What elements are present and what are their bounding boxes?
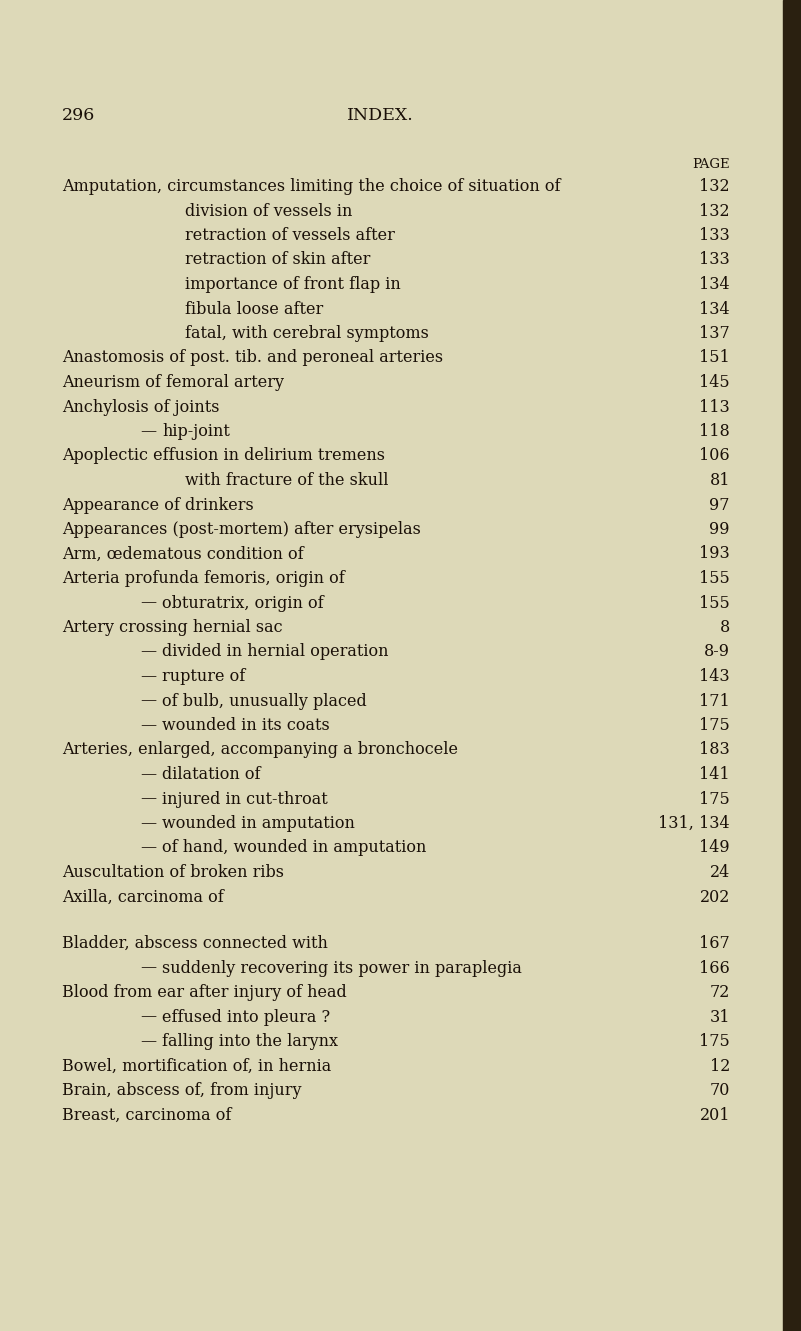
Text: Anchylosis of joints: Anchylosis of joints <box>62 398 219 415</box>
Text: Breast, carcinoma of: Breast, carcinoma of <box>62 1106 231 1123</box>
Text: Artery crossing hernial sac: Artery crossing hernial sac <box>62 619 283 636</box>
Text: 81: 81 <box>710 473 730 488</box>
Text: 134: 134 <box>699 301 730 318</box>
Text: 70: 70 <box>710 1082 730 1099</box>
Text: 132: 132 <box>699 202 730 220</box>
Text: 193: 193 <box>699 546 730 563</box>
Text: Bladder, abscess connected with: Bladder, abscess connected with <box>62 936 328 952</box>
Text: falling into the larynx: falling into the larynx <box>162 1033 338 1050</box>
Text: 155: 155 <box>699 570 730 587</box>
Text: 143: 143 <box>699 668 730 685</box>
Text: 8: 8 <box>720 619 730 636</box>
Text: Aneurism of femoral artery: Aneurism of femoral artery <box>62 374 284 391</box>
Text: Apoplectic effusion in delirium tremens: Apoplectic effusion in delirium tremens <box>62 447 385 465</box>
Text: 175: 175 <box>699 717 730 733</box>
Text: INDEX.: INDEX. <box>347 106 414 124</box>
Text: fatal, with cerebral symptoms: fatal, with cerebral symptoms <box>185 325 429 342</box>
Text: division of vessels in: division of vessels in <box>185 202 352 220</box>
Text: of hand, wounded in amputation: of hand, wounded in amputation <box>162 840 426 857</box>
Text: —: — <box>140 791 156 808</box>
Text: importance of front flap in: importance of front flap in <box>185 276 400 293</box>
Text: wounded in amputation: wounded in amputation <box>162 815 355 832</box>
Text: suddenly recovering its power in paraplegia: suddenly recovering its power in paraple… <box>162 960 522 977</box>
Text: Appearances (post-mortem) after erysipelas: Appearances (post-mortem) after erysipel… <box>62 520 421 538</box>
Text: injured in cut-throat: injured in cut-throat <box>162 791 328 808</box>
Text: Auscultation of broken ribs: Auscultation of broken ribs <box>62 864 284 881</box>
Text: 296: 296 <box>62 106 95 124</box>
Text: —: — <box>140 692 156 709</box>
Text: PAGE: PAGE <box>692 158 730 170</box>
Text: 175: 175 <box>699 1033 730 1050</box>
Text: 149: 149 <box>699 840 730 857</box>
Text: 133: 133 <box>699 228 730 244</box>
Text: —: — <box>140 960 156 977</box>
Text: 118: 118 <box>699 423 730 441</box>
Text: —: — <box>140 1033 156 1050</box>
Text: 145: 145 <box>699 374 730 391</box>
Text: Anastomosis of post. tib. and peroneal arteries: Anastomosis of post. tib. and peroneal a… <box>62 350 443 366</box>
Text: —: — <box>140 815 156 832</box>
Text: 166: 166 <box>699 960 730 977</box>
Text: 99: 99 <box>710 520 730 538</box>
Text: Brain, abscess of, from injury: Brain, abscess of, from injury <box>62 1082 301 1099</box>
Text: —: — <box>140 595 156 611</box>
Text: divided in hernial operation: divided in hernial operation <box>162 643 388 660</box>
Text: Axilla, carcinoma of: Axilla, carcinoma of <box>62 889 223 905</box>
Text: 175: 175 <box>699 791 730 808</box>
Text: effused into pleura ?: effused into pleura ? <box>162 1009 330 1026</box>
Text: retraction of vessels after: retraction of vessels after <box>185 228 395 244</box>
Text: 183: 183 <box>699 741 730 759</box>
Text: of bulb, unusually placed: of bulb, unusually placed <box>162 692 367 709</box>
Text: 201: 201 <box>699 1106 730 1123</box>
Text: —: — <box>140 423 156 441</box>
Text: hip-joint: hip-joint <box>162 423 230 441</box>
Text: wounded in its coats: wounded in its coats <box>162 717 330 733</box>
Text: 97: 97 <box>710 496 730 514</box>
Text: Bowel, mortification of, in hernia: Bowel, mortification of, in hernia <box>62 1058 332 1074</box>
Text: 133: 133 <box>699 252 730 269</box>
Bar <box>783 0 801 1331</box>
Text: —: — <box>140 668 156 685</box>
Text: 134: 134 <box>699 276 730 293</box>
Text: 72: 72 <box>710 984 730 1001</box>
Text: 131, 134: 131, 134 <box>658 815 730 832</box>
Text: —: — <box>140 643 156 660</box>
Text: with fracture of the skull: with fracture of the skull <box>185 473 388 488</box>
Text: 132: 132 <box>699 178 730 196</box>
Text: —: — <box>140 767 156 783</box>
Text: rupture of: rupture of <box>162 668 245 685</box>
Text: Arteria profunda femoris, origin of: Arteria profunda femoris, origin of <box>62 570 344 587</box>
Text: fibula loose after: fibula loose after <box>185 301 324 318</box>
Text: —: — <box>140 1009 156 1026</box>
Text: retraction of skin after: retraction of skin after <box>185 252 370 269</box>
Text: 12: 12 <box>710 1058 730 1074</box>
Text: 31: 31 <box>710 1009 730 1026</box>
Text: —: — <box>140 717 156 733</box>
Text: 141: 141 <box>699 767 730 783</box>
Text: 171: 171 <box>699 692 730 709</box>
Text: Amputation, circumstances limiting the choice of situation of: Amputation, circumstances limiting the c… <box>62 178 561 196</box>
Text: Appearance of drinkers: Appearance of drinkers <box>62 496 254 514</box>
Text: 167: 167 <box>699 936 730 952</box>
Text: 137: 137 <box>699 325 730 342</box>
Text: 151: 151 <box>699 350 730 366</box>
Text: Blood from ear after injury of head: Blood from ear after injury of head <box>62 984 347 1001</box>
Text: —: — <box>140 840 156 857</box>
Text: 155: 155 <box>699 595 730 611</box>
Text: 113: 113 <box>699 398 730 415</box>
Text: 202: 202 <box>699 889 730 905</box>
Text: dilatation of: dilatation of <box>162 767 260 783</box>
Text: 106: 106 <box>699 447 730 465</box>
Text: Arteries, enlarged, accompanying a bronchocele: Arteries, enlarged, accompanying a bronc… <box>62 741 458 759</box>
Text: Arm, œdematous condition of: Arm, œdematous condition of <box>62 546 304 563</box>
Text: obturatrix, origin of: obturatrix, origin of <box>162 595 324 611</box>
Text: 24: 24 <box>710 864 730 881</box>
Text: 8-9: 8-9 <box>704 643 730 660</box>
